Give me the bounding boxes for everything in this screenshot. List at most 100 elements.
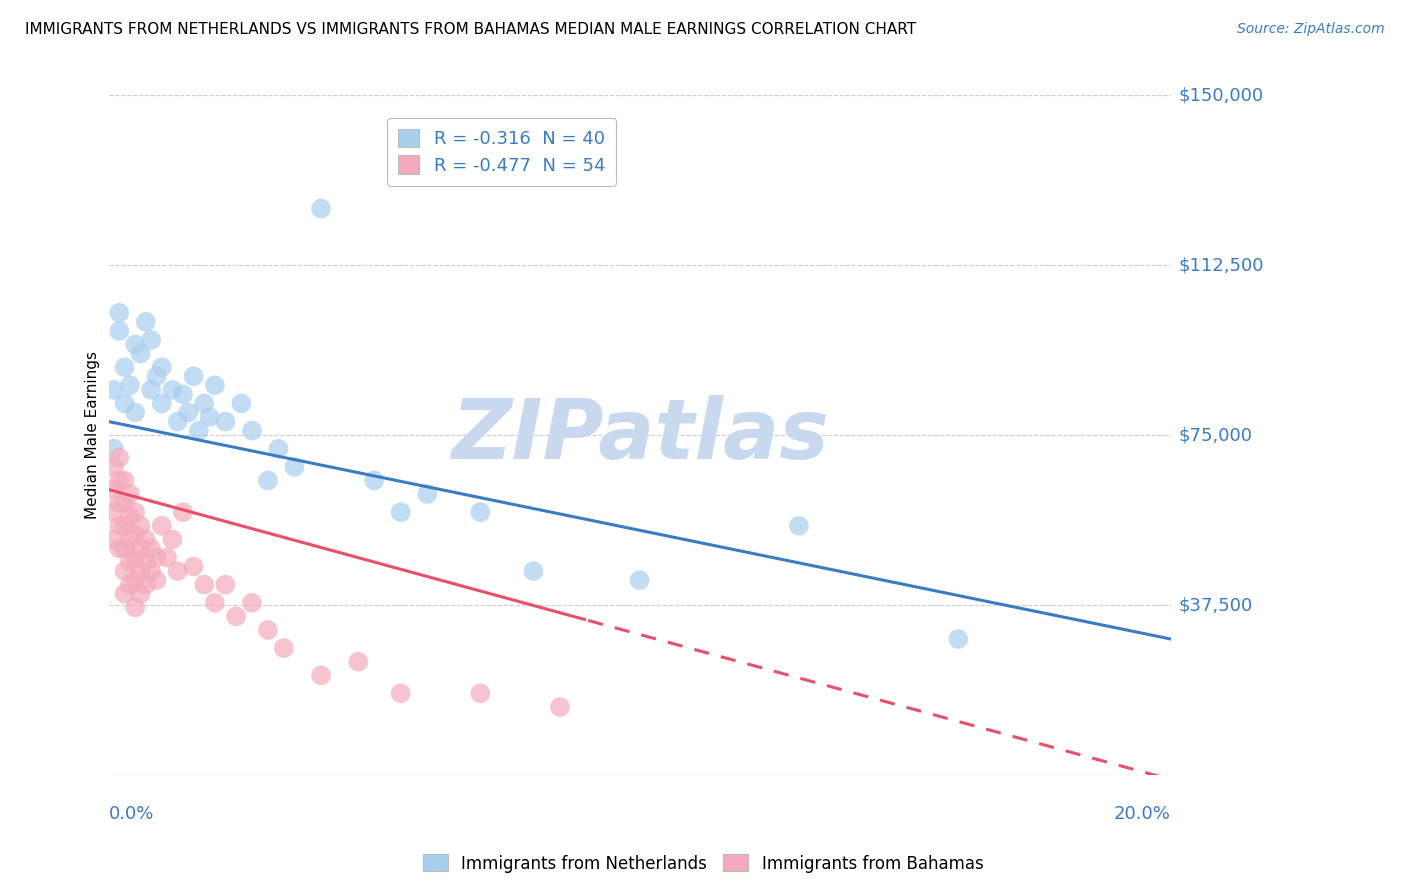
Point — [198, 410, 221, 425]
Point — [103, 505, 125, 519]
Point — [135, 315, 157, 329]
Point — [118, 509, 141, 524]
Legend: Immigrants from Netherlands, Immigrants from Bahamas: Immigrants from Netherlands, Immigrants … — [416, 847, 990, 880]
Point — [114, 360, 136, 375]
Point — [108, 450, 131, 465]
Point — [240, 424, 263, 438]
Point — [150, 518, 173, 533]
Point — [166, 564, 188, 578]
Point — [416, 487, 439, 501]
Point — [145, 573, 167, 587]
Point — [257, 623, 280, 637]
Point — [124, 505, 146, 519]
Point — [103, 442, 125, 456]
Point — [628, 573, 651, 587]
Point — [522, 564, 544, 578]
Point — [103, 533, 125, 547]
Point — [114, 564, 136, 578]
Point — [108, 496, 131, 510]
Y-axis label: Median Male Earnings: Median Male Earnings — [86, 351, 100, 519]
Point — [124, 337, 146, 351]
Point — [108, 324, 131, 338]
Point — [214, 415, 236, 429]
Point — [139, 564, 162, 578]
Point — [156, 550, 179, 565]
Point — [139, 383, 162, 397]
Point — [114, 496, 136, 510]
Point — [548, 700, 571, 714]
Point — [787, 518, 810, 533]
Point — [193, 396, 215, 410]
Text: $112,500: $112,500 — [1180, 256, 1264, 274]
Point — [948, 632, 970, 646]
Point — [183, 369, 205, 384]
Point — [214, 577, 236, 591]
Point — [129, 587, 152, 601]
Point — [118, 487, 141, 501]
Point — [470, 505, 492, 519]
Point — [108, 541, 131, 556]
Point — [273, 641, 295, 656]
Point — [150, 360, 173, 375]
Point — [389, 505, 412, 519]
Point — [118, 577, 141, 591]
Point — [129, 346, 152, 360]
Point — [193, 577, 215, 591]
Point — [114, 587, 136, 601]
Text: $37,500: $37,500 — [1180, 596, 1253, 614]
Point — [129, 541, 152, 556]
Point — [225, 609, 247, 624]
Point — [135, 533, 157, 547]
Point — [183, 559, 205, 574]
Point — [114, 541, 136, 556]
Point — [283, 459, 305, 474]
Text: 0.0%: 0.0% — [108, 805, 155, 823]
Point — [108, 518, 131, 533]
Text: 20.0%: 20.0% — [1114, 805, 1171, 823]
Point — [108, 474, 131, 488]
Point — [150, 396, 173, 410]
Point — [470, 686, 492, 700]
Point — [103, 483, 125, 497]
Point — [135, 555, 157, 569]
Point — [129, 518, 152, 533]
Point — [114, 474, 136, 488]
Point — [162, 533, 184, 547]
Point — [124, 528, 146, 542]
Point — [118, 533, 141, 547]
Point — [103, 459, 125, 474]
Point — [363, 474, 385, 488]
Point — [257, 474, 280, 488]
Point — [124, 600, 146, 615]
Point — [347, 655, 370, 669]
Point — [309, 202, 332, 216]
Point — [187, 424, 209, 438]
Point — [139, 541, 162, 556]
Point — [204, 378, 226, 392]
Point — [389, 686, 412, 700]
Text: ZIPatlas: ZIPatlas — [451, 394, 828, 475]
Point — [240, 596, 263, 610]
Point — [267, 442, 290, 456]
Point — [145, 369, 167, 384]
Text: $75,000: $75,000 — [1180, 426, 1253, 444]
Point — [124, 573, 146, 587]
Point — [177, 405, 200, 419]
Point — [103, 383, 125, 397]
Point — [124, 405, 146, 419]
Point — [309, 668, 332, 682]
Point — [166, 415, 188, 429]
Text: IMMIGRANTS FROM NETHERLANDS VS IMMIGRANTS FROM BAHAMAS MEDIAN MALE EARNINGS CORR: IMMIGRANTS FROM NETHERLANDS VS IMMIGRANT… — [25, 22, 917, 37]
Point — [145, 550, 167, 565]
Point — [118, 378, 141, 392]
Point — [114, 518, 136, 533]
Point — [172, 387, 194, 401]
Legend: R = -0.316  N = 40, R = -0.477  N = 54: R = -0.316 N = 40, R = -0.477 N = 54 — [387, 118, 616, 186]
Point — [108, 306, 131, 320]
Text: Source: ZipAtlas.com: Source: ZipAtlas.com — [1237, 22, 1385, 37]
Point — [172, 505, 194, 519]
Point — [162, 383, 184, 397]
Point — [124, 550, 146, 565]
Point — [114, 396, 136, 410]
Text: $150,000: $150,000 — [1180, 87, 1264, 104]
